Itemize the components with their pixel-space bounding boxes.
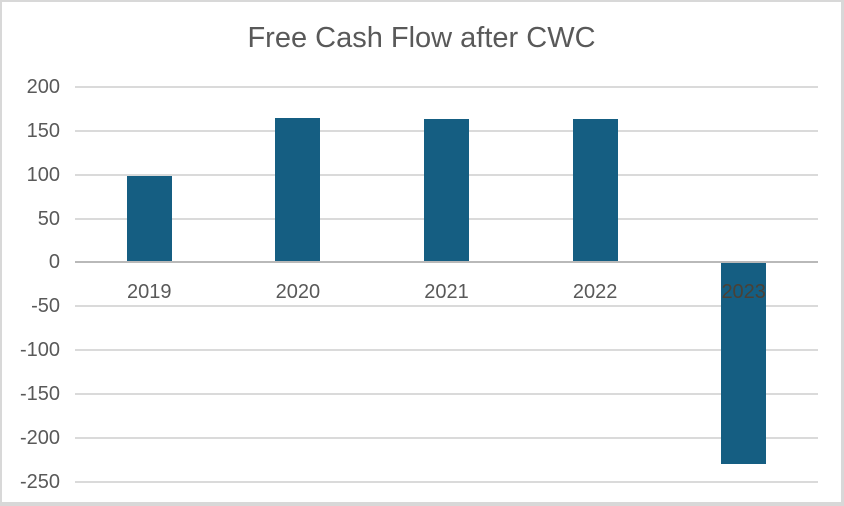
- x-axis-label-2021: 2021: [424, 281, 469, 304]
- y-axis-tick-label: 200: [26, 76, 60, 98]
- gridline: [75, 305, 818, 308]
- bar-2022: [572, 119, 618, 263]
- chart-title: Free Cash Flow after CWC: [247, 22, 596, 54]
- x-axis-label-2022: 2022: [572, 281, 618, 304]
- y-axis-tick-label: -100: [19, 339, 60, 361]
- gridline: [75, 480, 818, 483]
- gridline: [75, 392, 818, 395]
- x-axis-line: [75, 261, 818, 264]
- bar-2021: [424, 119, 469, 263]
- gridline: [75, 86, 818, 88]
- y-axis-tick-label: 50: [37, 207, 60, 230]
- gridline: [75, 349, 818, 351]
- x-axis-label-2020: 2020: [275, 281, 321, 304]
- gridline: [75, 436, 818, 439]
- x-axis-label-2023: 2023: [721, 281, 766, 304]
- y-axis-tick-label: -250: [19, 470, 60, 493]
- y-axis-tick-label: 100: [26, 163, 60, 186]
- bar-2019: [126, 176, 172, 263]
- y-axis-tick-label: 0: [48, 251, 60, 274]
- x-axis-label-2019: 2019: [127, 281, 172, 304]
- y-axis-tick-label: -50: [31, 295, 60, 318]
- y-axis-tick-label: -200: [19, 426, 60, 449]
- bar-2020: [275, 117, 321, 263]
- y-axis-tick-label: -150: [19, 382, 60, 405]
- y-axis-tick-label: 150: [26, 119, 60, 142]
- bar-2023: [721, 262, 767, 464]
